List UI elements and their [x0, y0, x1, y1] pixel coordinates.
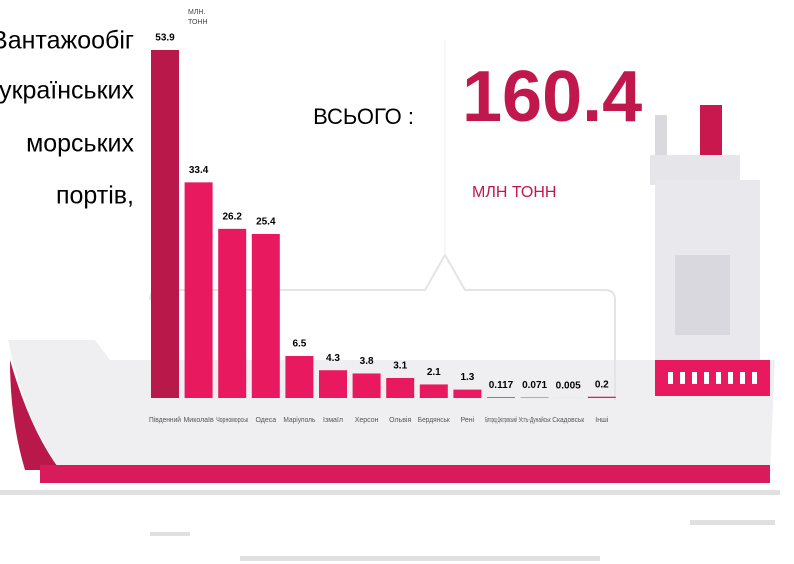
deck-band	[655, 360, 770, 396]
category-label: Херсон	[355, 417, 379, 424]
bar	[453, 389, 482, 398]
bow	[10, 360, 60, 470]
title: Вантажообіг	[0, 27, 134, 55]
unit: ТОНН	[188, 19, 208, 26]
value-label: 0.117	[489, 380, 514, 391]
title: морських	[26, 130, 134, 158]
value-label: 0.005	[556, 381, 581, 392]
total-unit: МЛН ТОНН	[472, 184, 556, 201]
category-label: Південний	[149, 416, 181, 424]
value-label: 0.071	[522, 380, 547, 391]
value-label: 3.8	[360, 356, 374, 367]
water	[150, 532, 190, 536]
water	[240, 556, 600, 561]
value-label: 2.1	[427, 367, 441, 378]
bar	[285, 356, 314, 398]
value-label: 33.4	[189, 165, 209, 176]
category-label: Білгород-Дністровський	[485, 416, 517, 424]
category-label: Одеса	[255, 417, 276, 424]
bar	[151, 50, 179, 398]
value-label: 53.9	[155, 33, 175, 44]
bar	[218, 228, 247, 398]
category-label: Ольвія	[389, 416, 411, 424]
bar	[487, 397, 515, 398]
bar	[352, 373, 381, 398]
bar	[587, 396, 616, 398]
water	[690, 520, 775, 525]
category-label: Бердянськ	[418, 417, 451, 424]
category-label: Рені	[461, 416, 475, 424]
category-label: Чорноморськ	[216, 417, 249, 424]
category-label: Усть-Дунайськ	[519, 416, 552, 424]
category-label: Скадовськ	[552, 417, 585, 424]
value-label: 4.3	[326, 353, 340, 364]
bar	[386, 377, 415, 398]
title: українських	[0, 77, 134, 105]
waterline	[40, 465, 770, 483]
bar	[419, 384, 448, 398]
category-label: Інші	[595, 416, 608, 424]
title: портів,	[56, 182, 134, 210]
unit: МЛН.	[188, 9, 205, 16]
total-label: ВСЬОГО :	[313, 104, 414, 129]
category-label: Маріуполь	[283, 416, 315, 424]
category-label: Миколаїв	[183, 417, 214, 424]
category-label: Ізмаїл	[323, 417, 343, 424]
bar	[319, 370, 347, 398]
bar	[251, 234, 280, 398]
value-label: 6.5	[292, 339, 306, 350]
value-label: 0.2	[595, 379, 609, 390]
value-label: 1.3	[460, 372, 474, 383]
value-label: 25.4	[256, 217, 276, 228]
mast	[655, 115, 667, 160]
value-label: 26.2	[222, 211, 242, 222]
water	[0, 490, 780, 495]
window-block	[675, 255, 730, 335]
value-label: 3.1	[393, 361, 407, 372]
windows	[668, 372, 757, 384]
bar	[184, 182, 213, 398]
total: 160.4	[462, 57, 642, 137]
